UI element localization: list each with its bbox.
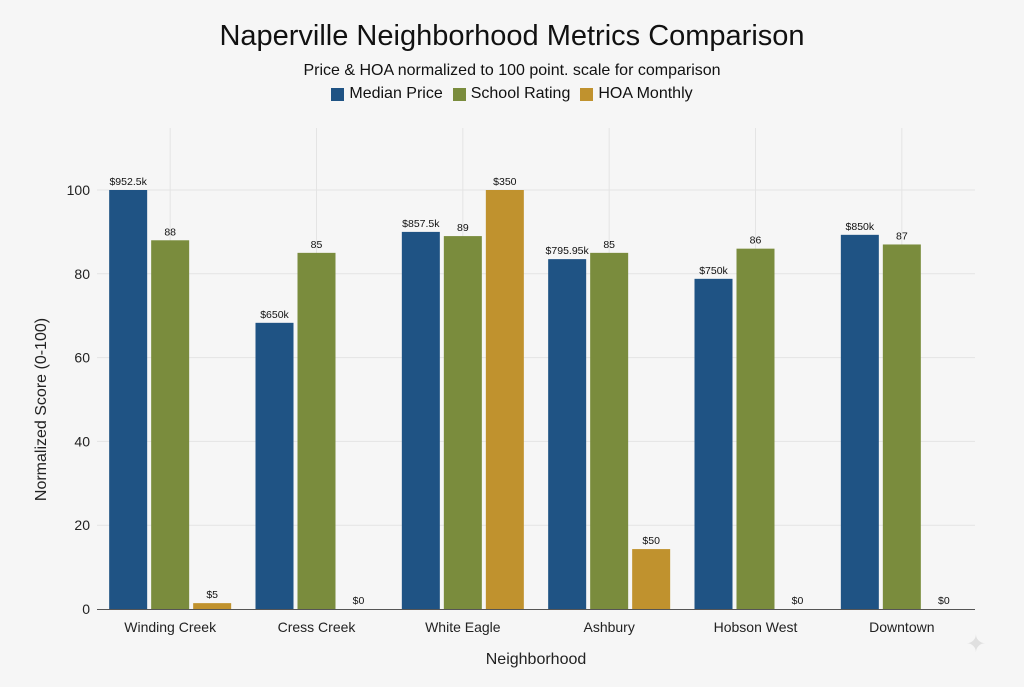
data-label: $795.95k <box>546 245 590 257</box>
data-label: $650k <box>260 309 289 321</box>
bar-hoa-monthly <box>485 190 524 609</box>
sparkle-icon: ✦ <box>965 631 986 658</box>
data-label: $0 <box>938 595 950 607</box>
data-label: 89 <box>457 222 469 234</box>
legend-label: Median Price <box>349 85 443 102</box>
data-label: $0 <box>792 595 804 607</box>
legend-swatch <box>452 87 466 101</box>
bar-school-rating <box>443 236 482 609</box>
x-axis-title: Neighborhood <box>486 651 587 668</box>
bar-median-price <box>694 278 733 609</box>
data-label: $857.5k <box>402 218 440 230</box>
y-tick-label: 100 <box>67 182 91 198</box>
bar-school-rating <box>736 248 775 609</box>
legend: Median Price School Rating HOA Monthly <box>0 85 1024 103</box>
x-tick-label: Cress Creek <box>278 619 357 635</box>
x-tick-label: Winding Creek <box>124 619 217 635</box>
legend-swatch <box>331 87 345 101</box>
data-label: $50 <box>642 535 660 547</box>
bar-median-price <box>255 322 294 609</box>
data-label: $350 <box>493 176 517 188</box>
data-label: 85 <box>603 239 615 251</box>
x-tick-label: Ashbury <box>583 619 634 635</box>
data-label: 85 <box>311 239 323 251</box>
bar-median-price <box>840 234 879 609</box>
y-tick-label: 80 <box>74 266 90 282</box>
data-label: $952.5k <box>109 176 147 188</box>
chart-title: Naperville Neighborhood Metrics Comparis… <box>219 20 805 52</box>
legend-item: HOA Monthly <box>580 85 693 103</box>
legend-item: School Rating <box>452 85 571 103</box>
bar-median-price <box>548 259 587 609</box>
bar-school-rating <box>151 240 190 609</box>
data-label: 87 <box>896 230 908 242</box>
data-label: $5 <box>206 589 218 601</box>
bar-hoa-monthly <box>193 603 232 609</box>
bar-median-price <box>401 231 440 609</box>
x-tick-label: Hobson West <box>714 619 798 635</box>
y-axis-title: Normalized Score (0-100) <box>33 318 50 501</box>
y-tick-label: 60 <box>74 350 90 366</box>
legend-label: HOA Monthly <box>598 85 693 102</box>
bar-school-rating <box>590 252 629 609</box>
x-tick-label: White Eagle <box>425 619 501 635</box>
bar-hoa-monthly <box>632 549 671 609</box>
data-label: $750k <box>699 265 728 277</box>
data-label: 86 <box>750 235 762 247</box>
bar-median-price <box>109 190 148 609</box>
legend-swatch <box>580 87 594 101</box>
data-label: 88 <box>164 226 176 238</box>
chart-subtitle: Price & HOA normalized to 100 point. sca… <box>303 62 721 79</box>
legend-label: School Rating <box>470 85 571 102</box>
data-label: $850k <box>846 221 875 233</box>
legend-item: Median Price <box>331 85 443 103</box>
data-label: $0 <box>353 595 365 607</box>
y-tick-label: 0 <box>82 601 90 617</box>
x-tick-label: Downtown <box>869 619 934 635</box>
y-tick-label: 20 <box>74 517 90 533</box>
bar-school-rating <box>297 252 336 609</box>
bar-school-rating <box>882 244 921 609</box>
y-tick-label: 40 <box>74 433 90 449</box>
